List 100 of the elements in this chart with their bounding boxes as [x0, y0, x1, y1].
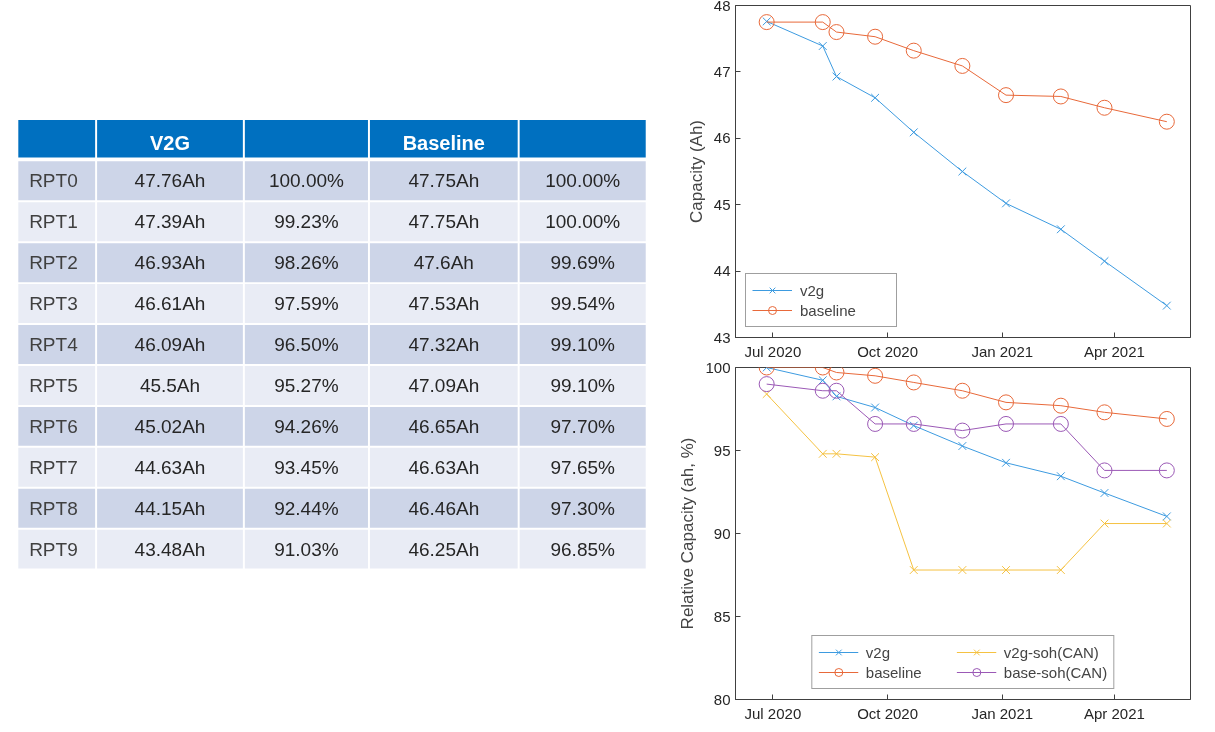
- point: [909, 127, 919, 137]
- data-label: 94.26%: [274, 415, 339, 437]
- y-tick-label: 45: [713, 195, 731, 213]
- data-label: 47.75Ah: [408, 170, 480, 192]
- point: [954, 422, 971, 439]
- data-label: 99.23%: [274, 211, 339, 233]
- y-axis-title: Capacity (Ah): [686, 120, 706, 223]
- category-label: RPT8: [29, 497, 78, 519]
- category-label: RPT0: [29, 170, 78, 192]
- category-label: RPT5: [29, 374, 78, 396]
- point: [1100, 488, 1109, 498]
- point: [870, 93, 880, 103]
- point: [1096, 462, 1113, 479]
- data-label: 99.10%: [550, 374, 616, 396]
- x-tick-label: Jul 2020: [744, 704, 802, 722]
- y-tick-label: 47: [713, 62, 731, 80]
- point: [1056, 224, 1066, 234]
- point: [758, 14, 775, 31]
- data-label: 47.76Ah: [134, 170, 206, 192]
- point: [814, 14, 831, 31]
- data-label: 46.25Ah: [408, 538, 480, 560]
- point: [818, 375, 828, 385]
- point: [818, 449, 828, 459]
- point: [867, 415, 884, 432]
- data-label: 92.44%: [274, 497, 339, 519]
- data-label: 96.50%: [274, 334, 339, 356]
- point: [832, 72, 841, 81]
- data-label: 46.46Ah: [408, 497, 480, 519]
- point: [832, 449, 841, 459]
- data-label: 47.6Ah: [413, 252, 474, 274]
- data-label: 97.59%: [274, 293, 339, 315]
- point: [814, 382, 831, 399]
- category-label: RPT2: [29, 252, 78, 274]
- data-label: 100.00%: [545, 211, 621, 233]
- point: [1052, 415, 1069, 432]
- y-tick-label: 95: [713, 441, 731, 459]
- point: [905, 415, 922, 432]
- category-label: RPT6: [29, 415, 78, 437]
- data-label: 97.65%: [550, 456, 616, 478]
- legend-label: baseline: [865, 663, 923, 681]
- point: [870, 452, 880, 462]
- data-label: 97.30%: [550, 497, 616, 519]
- y-tick-label: 90: [713, 524, 731, 542]
- y-tick-label: 44: [713, 262, 731, 280]
- point: [1052, 397, 1069, 414]
- point: [1158, 462, 1175, 479]
- point: [1096, 99, 1113, 116]
- point: [1096, 404, 1113, 421]
- x-tick-label: Apr 2021: [1084, 704, 1145, 722]
- y-tick-label: 85: [713, 607, 731, 625]
- point: [828, 382, 845, 399]
- data-label: 45.02Ah: [134, 415, 206, 437]
- point: [954, 57, 971, 74]
- point: [870, 403, 880, 412]
- y-tick-label: 48: [713, 0, 731, 14]
- data-label: 95.27%: [274, 374, 339, 396]
- category-label: RPT7: [29, 456, 78, 478]
- data-label: 46.63Ah: [408, 456, 480, 478]
- point: [905, 42, 922, 59]
- data-label: 47.32Ah: [408, 334, 480, 356]
- data-label: 47.53Ah: [408, 293, 480, 315]
- x-tick-label: Oct 2020: [857, 342, 919, 360]
- point: [1100, 519, 1109, 528]
- point: [957, 167, 967, 176]
- data-label: 46.09Ah: [134, 334, 206, 356]
- x-tick-label: Jan 2021: [971, 342, 1034, 360]
- point: [998, 415, 1015, 432]
- legend-label: baseline: [800, 301, 857, 319]
- series-label: V2G: [149, 131, 191, 154]
- point: [818, 41, 828, 51]
- point: [957, 565, 967, 575]
- point: [828, 367, 845, 381]
- point: [867, 28, 884, 45]
- legend-label: v2g: [800, 281, 826, 299]
- data-label: 43.48Ah: [134, 538, 206, 560]
- data-label: 47.75Ah: [408, 211, 480, 233]
- data-label: 97.70%: [550, 415, 616, 437]
- x-tick-label: Jan 2021: [971, 704, 1034, 722]
- point: [957, 441, 967, 451]
- data-label: 99.54%: [550, 293, 616, 315]
- y-axis-title: Relative Capacity (ah, %): [678, 437, 698, 630]
- point: [762, 389, 772, 399]
- x-tick-label: Jul 2020: [744, 342, 802, 360]
- data-label: 46.61Ah: [134, 293, 206, 315]
- point: [758, 376, 775, 393]
- y-tick-label: 100: [705, 358, 731, 376]
- point: [828, 24, 845, 41]
- point: [1100, 256, 1109, 266]
- legend-label: v2g: [865, 643, 891, 661]
- data-label: 47.39Ah: [134, 211, 206, 233]
- data-label: 100.00%: [545, 170, 621, 192]
- data-label: 45.5Ah: [139, 374, 201, 396]
- point: [1001, 458, 1011, 468]
- point: [1158, 410, 1175, 427]
- point: [1052, 88, 1069, 105]
- point: [832, 391, 841, 401]
- data-label: 99.10%: [550, 334, 616, 356]
- legend-label: base-soh(CAN): [1003, 663, 1108, 681]
- category-label: RPT9: [29, 538, 78, 560]
- data-label: 46.93Ah: [134, 252, 206, 274]
